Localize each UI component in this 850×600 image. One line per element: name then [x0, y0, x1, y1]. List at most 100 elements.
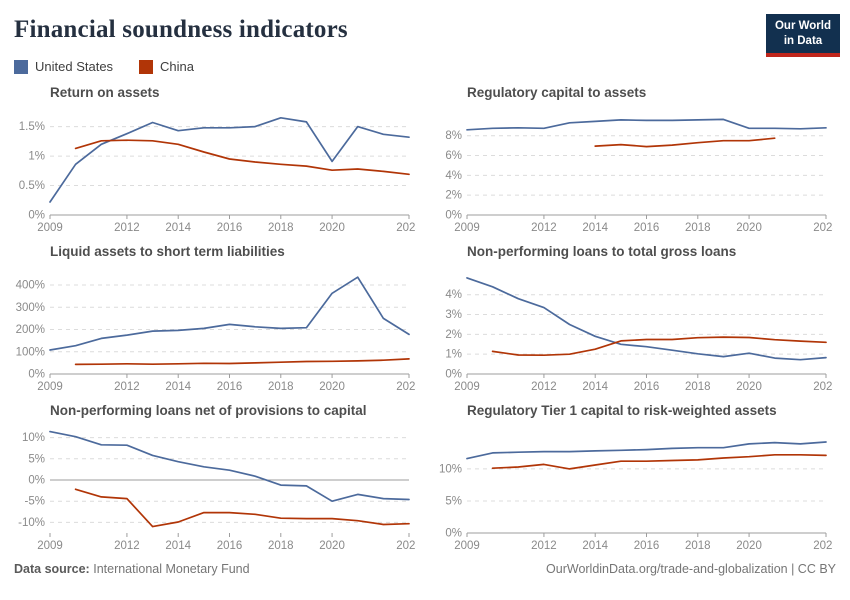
svg-text:2012: 2012 — [531, 540, 557, 552]
svg-text:2023: 2023 — [813, 222, 833, 234]
svg-text:200%: 200% — [16, 324, 45, 336]
svg-text:4%: 4% — [445, 289, 462, 301]
owid-logo-line1: Our World — [774, 20, 831, 32]
svg-text:2020: 2020 — [319, 222, 345, 234]
svg-text:2020: 2020 — [736, 381, 762, 393]
svg-text:2%: 2% — [445, 329, 462, 341]
svg-text:2018: 2018 — [268, 540, 294, 552]
svg-text:2009: 2009 — [37, 540, 63, 552]
chart-title: Return on assets — [50, 85, 160, 100]
svg-text:0%: 0% — [28, 210, 45, 222]
legend-item-china: China — [139, 59, 194, 74]
svg-text:1%: 1% — [445, 349, 462, 361]
legend-swatch-china — [139, 59, 154, 74]
svg-text:2018: 2018 — [685, 222, 711, 234]
svg-text:2009: 2009 — [454, 540, 480, 552]
svg-text:2018: 2018 — [685, 540, 711, 552]
svg-text:2016: 2016 — [634, 222, 660, 234]
svg-text:4%: 4% — [445, 170, 462, 182]
data-source-value: International Monetary Fund — [93, 562, 250, 576]
chart-npl-gross-loans: Non-performing loans to total gross loan… — [431, 237, 836, 396]
svg-text:2014: 2014 — [165, 540, 191, 552]
svg-text:5%: 5% — [445, 495, 462, 507]
chart-npl-net-provisions: Non-performing loans net of provisions t… — [14, 396, 419, 555]
svg-text:400%: 400% — [16, 280, 45, 292]
svg-text:2020: 2020 — [736, 540, 762, 552]
svg-text:2%: 2% — [445, 190, 462, 202]
chart-tier1-capital: Regulatory Tier 1 capital to risk-weight… — [431, 396, 836, 555]
footer: Data source: International Monetary Fund… — [14, 562, 836, 576]
svg-text:6%: 6% — [445, 150, 462, 162]
svg-text:2014: 2014 — [582, 540, 608, 552]
svg-text:0%: 0% — [28, 474, 45, 486]
chart-plot-tier1-capital: 0% 5% 10% 2009 2012 2014 2016 2018 2020 2023 — [439, 441, 833, 552]
svg-text:2023: 2023 — [396, 540, 416, 552]
svg-text:1.5%: 1.5% — [19, 121, 45, 133]
svg-text:10%: 10% — [439, 463, 462, 475]
svg-text:2020: 2020 — [319, 381, 345, 393]
svg-text:2018: 2018 — [268, 222, 294, 234]
svg-text:2023: 2023 — [396, 222, 416, 234]
svg-text:2012: 2012 — [114, 222, 140, 234]
svg-text:2020: 2020 — [319, 540, 345, 552]
chart-plot-regulatory-capital-to-assets: 0% 2% 4% 6% 8% 2009 2012 2014 2016 2018 2020 2023 — [445, 118, 833, 234]
svg-text:-5%: -5% — [25, 496, 45, 508]
svg-text:-10%: -10% — [18, 517, 45, 529]
chart-liquid-assets: Liquid assets to short term liabilities … — [14, 237, 419, 396]
chart-plot-return-on-assets: 0% 0.5% 1% 1.5% 2009 2012 2014 2016 2018 2020 2023 — [19, 116, 416, 234]
svg-text:2009: 2009 — [37, 381, 63, 393]
svg-text:300%: 300% — [16, 302, 45, 314]
svg-text:2014: 2014 — [582, 381, 608, 393]
page-title: Financial soundness indicators — [14, 16, 348, 43]
svg-text:0.5%: 0.5% — [19, 180, 45, 192]
legend: United States China — [14, 59, 836, 74]
svg-text:0%: 0% — [445, 369, 462, 381]
svg-text:2009: 2009 — [454, 381, 480, 393]
svg-text:2012: 2012 — [531, 222, 557, 234]
chart-title: Regulatory capital to assets — [467, 85, 647, 100]
chart-title: Non-performing loans net of provisions t… — [50, 403, 367, 418]
svg-text:0%: 0% — [445, 210, 462, 222]
svg-text:2016: 2016 — [217, 540, 243, 552]
svg-text:2014: 2014 — [165, 381, 191, 393]
data-source-label: Data source: — [14, 562, 90, 576]
svg-text:10%: 10% — [22, 432, 45, 444]
chart-title: Liquid assets to short term liabilities — [50, 244, 285, 259]
chart-plot-npl-gross-loans: 0% 1% 2% 3% 4% 2009 2012 2014 2016 2018 2020 2023 — [445, 277, 833, 393]
chart-title: Non-performing loans to total gross loan… — [467, 244, 737, 259]
svg-text:2012: 2012 — [531, 381, 557, 393]
svg-text:2014: 2014 — [582, 222, 608, 234]
svg-text:8%: 8% — [445, 130, 462, 142]
chart-title: Regulatory Tier 1 capital to risk-weight… — [467, 403, 777, 418]
svg-text:2012: 2012 — [114, 540, 140, 552]
svg-text:0%: 0% — [445, 528, 462, 540]
chart-regulatory-capital-to-assets: Regulatory capital to assets 0% 2% 4% 6% 8% 2… — [431, 78, 836, 237]
svg-text:3%: 3% — [445, 309, 462, 321]
chart-plot-liquid-assets: 0% 100% 200% 300% 400% 2009 2012 2014 2016 2018 20… — [16, 276, 416, 393]
data-source: Data source: International Monetary Fund — [14, 562, 250, 576]
svg-text:5%: 5% — [28, 453, 45, 465]
owid-logo[interactable]: Our World in Data — [766, 14, 840, 57]
svg-text:2016: 2016 — [634, 540, 660, 552]
svg-text:0%: 0% — [28, 369, 45, 381]
svg-text:2016: 2016 — [217, 222, 243, 234]
owid-logo-line2: in Data — [783, 34, 823, 47]
legend-item-united-states: United States — [14, 59, 113, 74]
legend-label-china: China — [160, 59, 195, 74]
svg-text:2018: 2018 — [685, 381, 711, 393]
svg-text:2014: 2014 — [165, 222, 191, 234]
legend-label-united-states: United States — [35, 59, 114, 74]
legend-swatch-united-states — [14, 59, 28, 74]
svg-text:1%: 1% — [28, 151, 45, 163]
chart-return-on-assets: Return on assets 0% 0.5% 1% 1.5% 2009 2012 201… — [14, 78, 419, 237]
svg-text:2018: 2018 — [268, 381, 294, 393]
chart-plot-npl-net-provisions: -10% -5% 0% 5% 10% 2009 2012 2014 2016 2018 2020 20… — [18, 430, 416, 552]
charts-grid: Return on assets 0% 0.5% 1% 1.5% 2009 2012 201… — [14, 78, 836, 555]
svg-text:2009: 2009 — [454, 222, 480, 234]
svg-text:100%: 100% — [16, 346, 45, 358]
svg-text:2023: 2023 — [813, 381, 833, 393]
svg-text:2012: 2012 — [114, 381, 140, 393]
svg-text:2009: 2009 — [37, 222, 63, 234]
footer-link[interactable]: OurWorldinData.org/trade-and-globalizati… — [546, 562, 836, 576]
